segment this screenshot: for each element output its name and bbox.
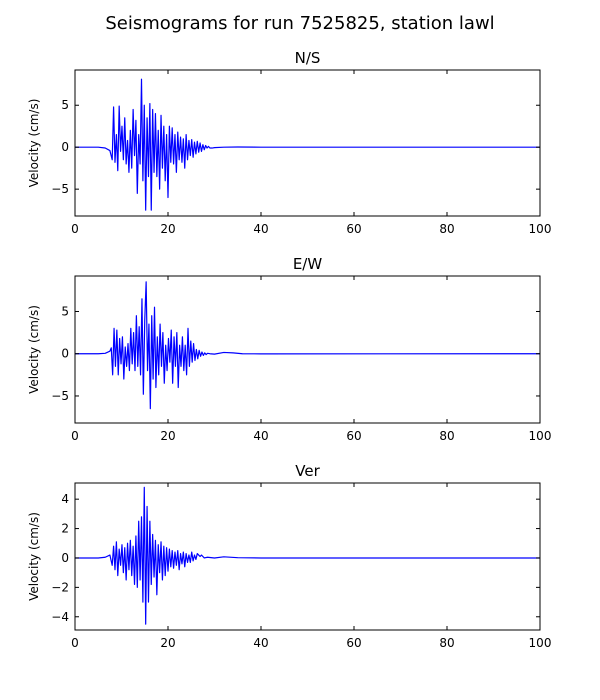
y-tick-label-ns: 5: [61, 98, 69, 112]
x-tick-label-ver: 60: [346, 636, 361, 650]
x-tick-label-ns: 60: [346, 222, 361, 236]
y-tick-label-ew: 5: [61, 304, 69, 318]
axes-frame-ver: [74, 482, 541, 631]
series-line-ew-0: [75, 281, 540, 410]
y-tick-label-ver: −2: [51, 580, 69, 594]
panel-ns: 0 20 40 60 80 100 −5 0 5 N/S Velocity (cm/s): [27, 49, 551, 236]
x-tick-label-ns: 0: [71, 222, 79, 236]
x-tick-label-ew: 40: [253, 429, 268, 443]
x-tick-label-ns: 80: [439, 222, 454, 236]
y-axis-label-ver: Velocity (cm/s): [27, 512, 41, 601]
x-tick-label-ns: 20: [160, 222, 175, 236]
series-line-ns-0: [75, 78, 540, 211]
x-tick-label-ver: 80: [439, 636, 454, 650]
x-tick-label-ver: 0: [71, 636, 79, 650]
y-axis-label-ew: Velocity (cm/s): [27, 305, 41, 394]
x-tick-label-ns: 40: [253, 222, 268, 236]
x-tick-label-ew: 20: [160, 429, 175, 443]
y-tick-label-ns: 0: [61, 140, 69, 154]
y-tick-label-ver: −4: [51, 610, 69, 624]
x-tick-label-ew: 60: [346, 429, 361, 443]
x-tick-label-ver: 20: [160, 636, 175, 650]
figure-title: Seismograms for run 7525825, station law…: [105, 13, 494, 34]
panel-title-ns: N/S: [295, 49, 321, 67]
y-tick-label-ew: 0: [61, 347, 69, 361]
series-line-ver-0: [75, 486, 540, 625]
y-tick-label-ns: −5: [51, 182, 69, 196]
panel-title-ver: Ver: [295, 462, 320, 480]
y-tick-label-ver: 2: [61, 522, 69, 536]
axes-frame-ns: [74, 69, 541, 217]
y-tick-label-ew: −5: [51, 389, 69, 403]
x-tick-label-ver: 40: [253, 636, 268, 650]
panel-title-ew: E/W: [293, 255, 323, 273]
axes-frame-ew: [74, 275, 541, 424]
y-axis-label-ns: Velocity (cm/s): [27, 99, 41, 188]
x-tick-label-ew: 0: [71, 429, 79, 443]
y-tick-label-ver: 4: [61, 492, 69, 506]
x-tick-label-ns: 100: [529, 222, 552, 236]
panel-ver: 0 20 40 60 80 100 −4 −2 0 2 4 Ver Velocity (cm/s): [27, 462, 551, 650]
panel-ew: 0 20 40 60 80 100 −5 0 5 E/W Velocity (cm/s): [27, 255, 551, 443]
x-tick-label-ew: 100: [529, 429, 552, 443]
x-tick-label-ver: 100: [529, 636, 552, 650]
y-tick-label-ver: 0: [61, 551, 69, 565]
x-tick-label-ew: 80: [439, 429, 454, 443]
